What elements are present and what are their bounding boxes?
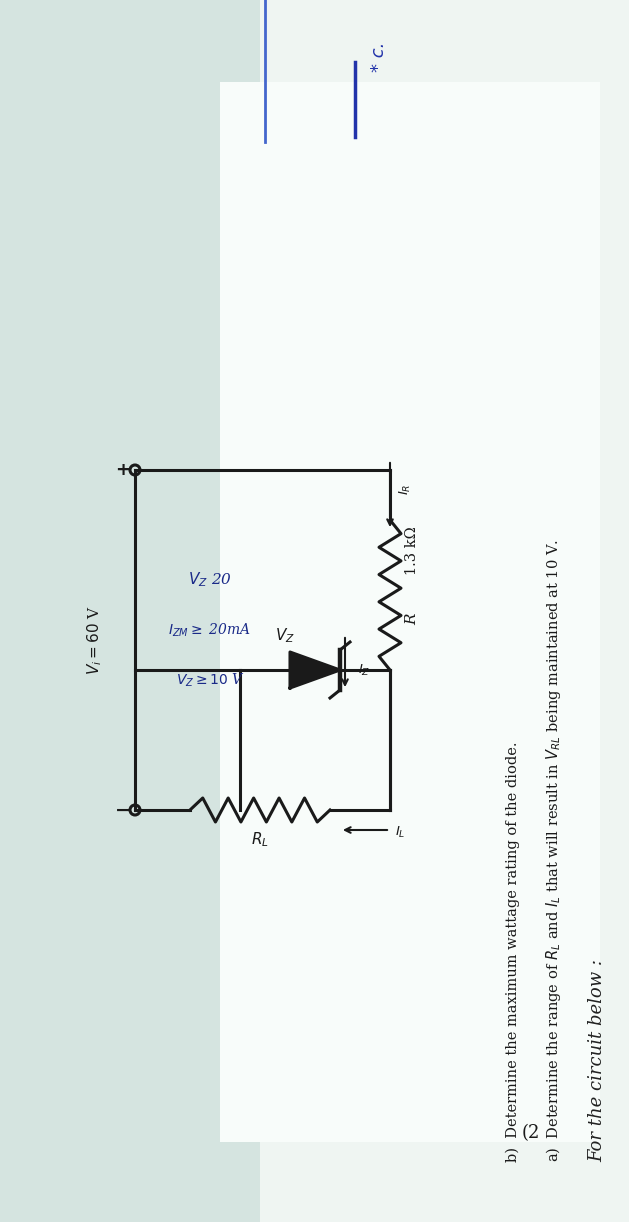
Text: $R_L$: $R_L$	[251, 830, 269, 849]
Text: R: R	[405, 613, 419, 624]
Polygon shape	[220, 82, 600, 1143]
Text: $V_Z \geq 10$ V: $V_Z \geq 10$ V	[175, 671, 245, 689]
Text: a)  Determine the range of $R_L$ and $I_L$ that will result in $V_{RL}$ being ma: a) Determine the range of $R_L$ and $I_L…	[544, 539, 563, 1162]
Text: For the circuit below :: For the circuit below :	[588, 959, 606, 1162]
Text: b)  Determine the maximum wattage rating of the diode.: b) Determine the maximum wattage rating …	[506, 742, 520, 1162]
Text: −: −	[115, 800, 131, 820]
Text: (2: (2	[521, 1124, 540, 1143]
Text: $I_L$: $I_L$	[395, 825, 406, 840]
Polygon shape	[160, 0, 629, 1222]
Text: $V_i = 60$ V: $V_i = 60$ V	[86, 605, 104, 675]
Polygon shape	[0, 0, 260, 1222]
Text: +: +	[116, 461, 130, 479]
Polygon shape	[290, 653, 340, 688]
Text: $I_{ZM} \geq$ 20mA: $I_{ZM} \geq$ 20mA	[169, 621, 252, 639]
Text: $V_Z$ 20: $V_Z$ 20	[188, 571, 232, 589]
Text: $I_R$: $I_R$	[398, 484, 413, 495]
Text: 1.3 kΩ: 1.3 kΩ	[405, 527, 419, 576]
Text: $V_Z$: $V_Z$	[275, 627, 295, 645]
Text: $I_Z$: $I_Z$	[358, 662, 370, 677]
Text: * c.: * c.	[370, 42, 388, 72]
